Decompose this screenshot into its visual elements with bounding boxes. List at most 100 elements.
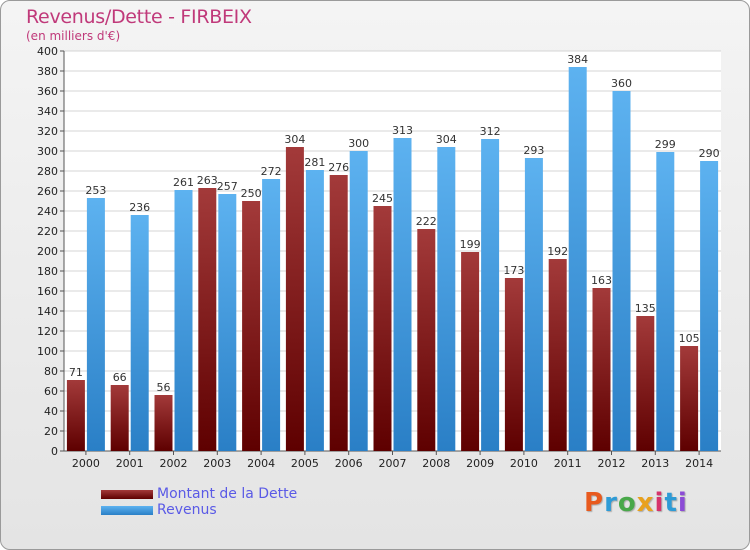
data-label-debt: 56	[157, 381, 171, 394]
y-tick-label: 360	[37, 85, 58, 98]
y-tick-label: 260	[37, 185, 58, 198]
bar-debt	[592, 288, 611, 451]
data-label-debt: 163	[591, 274, 612, 287]
data-label-debt: 250	[241, 187, 262, 200]
axes: 0 20 40 60 80 100 120 140 160 180 200 220 240 260 280 3…	[37, 45, 721, 470]
data-label-debt: 245	[372, 192, 393, 205]
bar-revenus	[524, 158, 543, 451]
y-tick-label: 20	[44, 425, 58, 438]
data-label-revenus: 312	[480, 125, 501, 138]
bar-debt	[548, 259, 567, 451]
bar-revenus	[437, 147, 456, 451]
bar-revenus	[393, 138, 412, 451]
x-tick-label: 2003	[203, 457, 231, 470]
data-label-debt: 192	[547, 245, 568, 258]
x-tick-label: 2001	[116, 457, 144, 470]
x-tick-label: 2013	[641, 457, 669, 470]
y-tick-label: 400	[37, 45, 58, 58]
bar-revenus	[700, 161, 719, 451]
x-tick-label: 2010	[510, 457, 538, 470]
bar-revenus	[174, 190, 193, 451]
bar-debt	[198, 188, 217, 451]
bar-debt	[154, 395, 173, 451]
bar-revenus	[349, 151, 368, 451]
chart-subtitle: (en milliers d'€)	[26, 29, 121, 43]
y-tick-label: 140	[37, 305, 58, 318]
bar-revenus	[218, 194, 237, 451]
data-label-debt: 304	[284, 133, 305, 146]
y-tick-label: 60	[44, 385, 58, 398]
y-tick-label: 200	[37, 245, 58, 258]
x-tick-label: 2008	[422, 457, 450, 470]
bar-debt	[66, 380, 85, 451]
bar-revenus	[568, 67, 587, 451]
data-label-debt: 222	[416, 215, 437, 228]
legend-swatch-debt	[101, 490, 153, 499]
x-tick-label: 2004	[247, 457, 275, 470]
x-tick-label: 2012	[598, 457, 626, 470]
logo-letter: x	[636, 488, 655, 518]
y-tick-label: 120	[37, 325, 58, 338]
bar-debt	[285, 147, 304, 451]
data-label-debt: 66	[113, 371, 127, 384]
data-label-debt: 199	[460, 238, 481, 251]
logo-letter: i	[654, 488, 665, 518]
y-tick-label: 300	[37, 145, 58, 158]
bar-revenus	[656, 152, 675, 451]
data-label-revenus: 360	[611, 77, 632, 90]
x-tick-label: 2006	[335, 457, 363, 470]
data-label-revenus: 261	[173, 176, 194, 189]
data-label-revenus: 281	[304, 156, 325, 169]
bar-revenus	[130, 215, 149, 451]
data-label-revenus: 299	[655, 138, 676, 151]
legend-label-debt: Montant de la Dette	[157, 486, 298, 502]
data-label-revenus: 236	[129, 201, 150, 214]
bar-debt	[461, 252, 480, 451]
y-tick-label: 280	[37, 165, 58, 178]
legend-swatch-revenus	[101, 506, 153, 515]
data-label-revenus: 384	[567, 53, 588, 66]
x-tick-label: 2014	[685, 457, 713, 470]
data-label-revenus: 300	[348, 137, 369, 150]
data-label-debt: 71	[69, 366, 83, 379]
x-tick-label: 2005	[291, 457, 319, 470]
grid-lines	[64, 50, 721, 452]
bar-debt	[636, 316, 655, 451]
bar-debt	[110, 385, 129, 451]
bar-debt	[504, 278, 523, 451]
bar-revenus	[305, 170, 324, 451]
legend-label-revenus: Revenus	[157, 502, 217, 518]
y-tick-label: 160	[37, 285, 58, 298]
y-tick-label: 0	[51, 445, 58, 458]
data-label-revenus: 257	[217, 180, 238, 193]
bar-debt	[242, 201, 261, 451]
bars	[66, 67, 719, 451]
y-tick-label: 320	[37, 125, 58, 138]
x-tick-label: 2011	[554, 457, 582, 470]
y-tick-label: 220	[37, 225, 58, 238]
x-tick-label: 2007	[379, 457, 407, 470]
bar-debt	[680, 346, 699, 451]
bar-debt	[373, 206, 392, 451]
data-label-debt: 135	[635, 302, 656, 315]
logo-letter: P	[584, 488, 605, 518]
logo-letter: i	[677, 488, 688, 518]
y-tick-label: 240	[37, 205, 58, 218]
y-tick-label: 40	[44, 405, 58, 418]
logo-letter: o	[617, 488, 637, 518]
data-label-debt: 276	[328, 161, 349, 174]
y-tick-label: 180	[37, 265, 58, 278]
logo-letter: r	[604, 488, 618, 518]
proxiti-logo: Proxiti	[584, 488, 688, 518]
bar-revenus	[86, 198, 105, 451]
bar-revenus	[612, 91, 631, 451]
y-tick-label: 100	[37, 345, 58, 358]
data-label-debt: 173	[503, 264, 524, 277]
chart-title: Revenus/Dette - FIRBEIX	[26, 6, 252, 28]
x-tick-label: 2000	[72, 457, 100, 470]
data-label-debt: 105	[679, 332, 700, 345]
bar-revenus	[481, 139, 500, 451]
